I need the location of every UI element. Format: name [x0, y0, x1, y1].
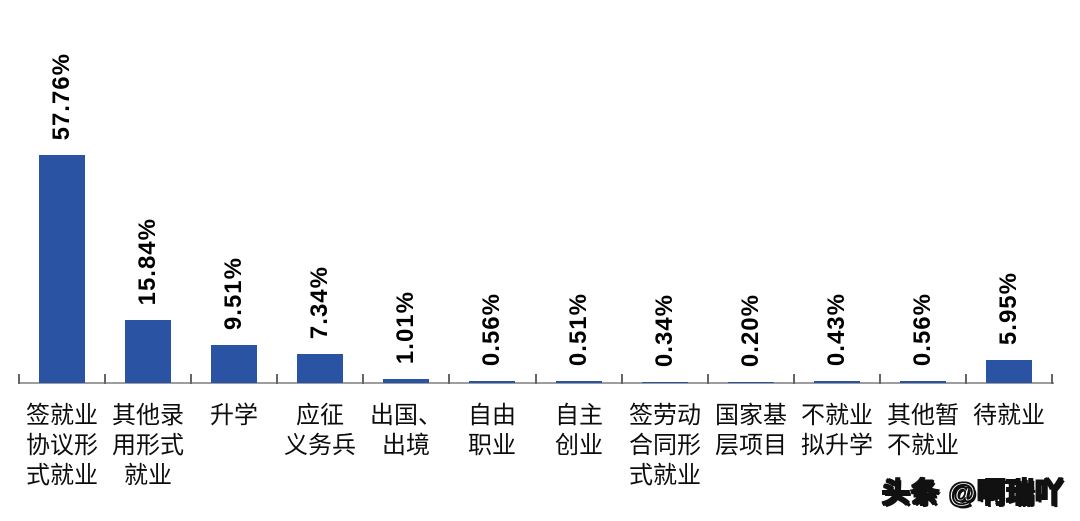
- bar: [383, 379, 429, 383]
- x-axis-category-label: 待就业: [973, 403, 1045, 429]
- bar-value-label: 7.34%: [306, 265, 333, 339]
- bar-value-label: 5.95%: [995, 271, 1022, 345]
- axis-tick: [707, 374, 709, 384]
- bar: [900, 381, 946, 383]
- x-axis-category-label: 签就业 协议形 式就业: [26, 403, 98, 489]
- bar-value-label: 15.84%: [134, 217, 161, 305]
- bar-value-label: 9.51%: [220, 256, 247, 330]
- bar: [814, 381, 860, 383]
- bar: [986, 360, 1032, 383]
- axis-tick: [18, 374, 20, 384]
- bar-value-label: 1.01%: [392, 290, 419, 364]
- bar-value-label: 0.56%: [478, 292, 505, 366]
- axis-tick: [276, 374, 278, 384]
- x-axis-category-label: 出国、 出境: [370, 403, 442, 459]
- bar: [556, 381, 602, 383]
- bar-value-label: 0.20%: [737, 293, 764, 367]
- axis-tick: [448, 374, 450, 384]
- axis-tick: [104, 374, 106, 384]
- x-axis-category-label: 其他暂 不就业: [887, 403, 959, 459]
- axis-tick: [1051, 374, 1053, 384]
- watermark-text: 头条 @啊瑞吖: [881, 476, 1064, 508]
- bar-value-label: 0.43%: [823, 292, 850, 366]
- axis-tick: [965, 374, 967, 384]
- bar: [469, 381, 515, 383]
- bar-value-label: 0.51%: [565, 292, 592, 366]
- bar: [642, 382, 688, 383]
- bar: [297, 354, 343, 383]
- bar: [39, 155, 85, 383]
- bar-value-label: 0.34%: [651, 293, 678, 367]
- bar: [728, 382, 774, 383]
- x-axis-category-label: 升学: [210, 403, 258, 429]
- axis-tick: [793, 374, 795, 384]
- bar: [125, 320, 171, 383]
- axis-tick: [190, 374, 192, 384]
- bar-value-label: 57.76%: [48, 52, 75, 140]
- x-axis-category-label: 国家基 层项目: [715, 403, 787, 459]
- bar: [211, 345, 257, 383]
- axis-tick: [879, 374, 881, 384]
- axis-tick: [362, 374, 364, 384]
- x-axis-category-label: 自由 职业: [468, 403, 516, 459]
- axis-tick: [535, 374, 537, 384]
- bar-value-label: 0.56%: [909, 292, 936, 366]
- x-axis-category-label: 自主 创业: [555, 403, 603, 459]
- x-axis-category-label: 其他录 用形式 就业: [112, 403, 184, 489]
- x-axis-category-label: 应征 义务兵: [284, 403, 356, 459]
- x-axis-category-label: 不就业 拟升学: [801, 403, 873, 459]
- x-axis-category-label: 签劳动 合同形 式就业: [629, 403, 701, 489]
- axis-tick: [621, 374, 623, 384]
